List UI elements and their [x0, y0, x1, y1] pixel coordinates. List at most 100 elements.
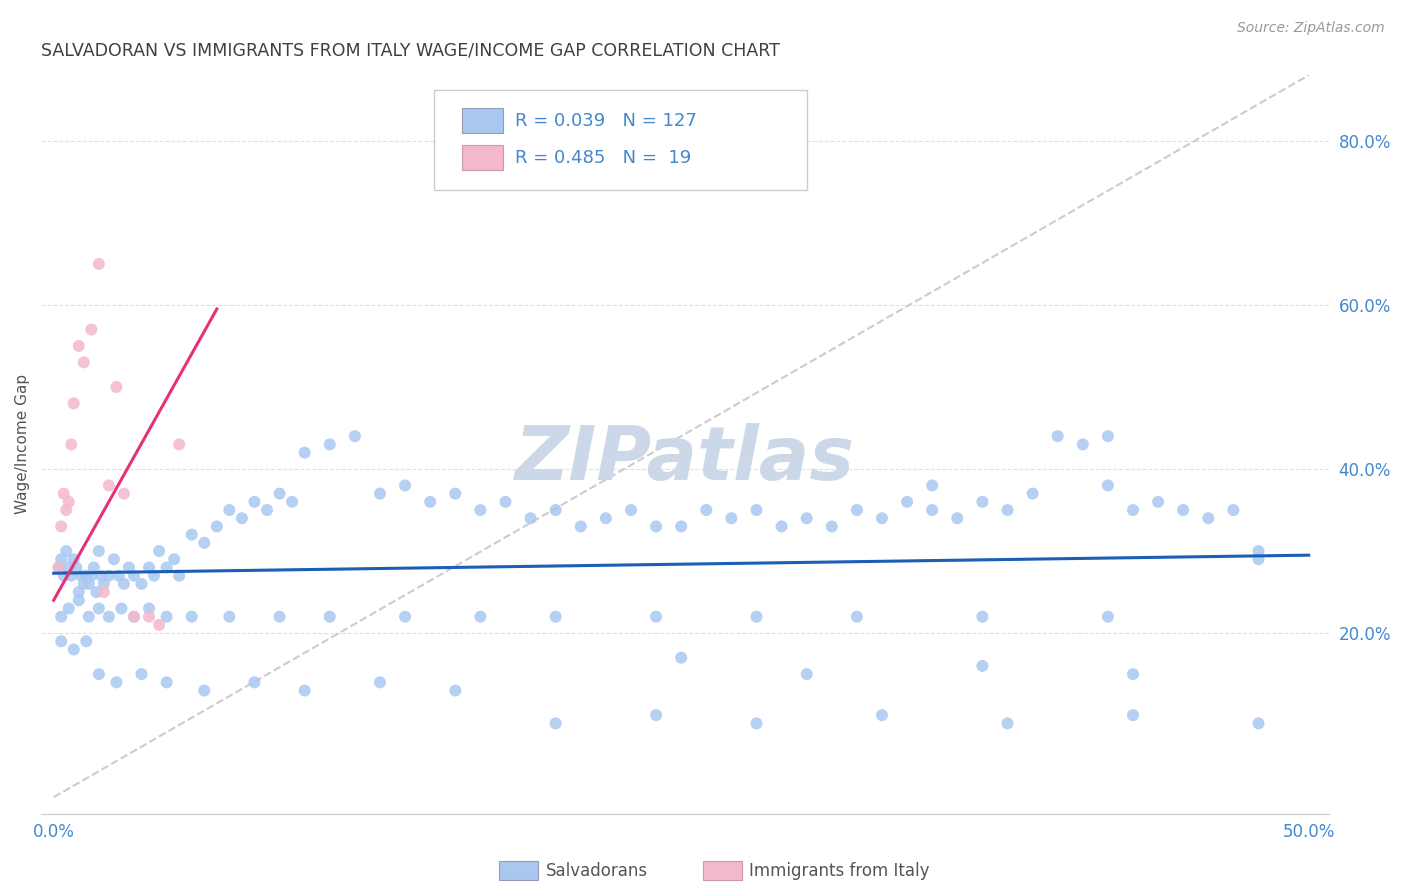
Point — [118, 560, 141, 574]
Point — [148, 618, 170, 632]
FancyBboxPatch shape — [434, 90, 807, 190]
Point — [97, 609, 120, 624]
Point — [122, 609, 145, 624]
Point — [1247, 552, 1270, 566]
Point — [845, 609, 868, 624]
Point — [972, 609, 994, 624]
Point — [720, 511, 742, 525]
Text: ZIPatlas: ZIPatlas — [515, 423, 855, 496]
Point — [131, 577, 153, 591]
Point — [167, 437, 190, 451]
Point — [444, 683, 467, 698]
Point — [148, 544, 170, 558]
Point — [48, 560, 70, 574]
Point — [1097, 609, 1119, 624]
Point — [972, 659, 994, 673]
Text: Source: ZipAtlas.com: Source: ZipAtlas.com — [1237, 21, 1385, 35]
Point — [58, 495, 80, 509]
Point — [97, 478, 120, 492]
Point — [896, 495, 918, 509]
Point — [620, 503, 643, 517]
Point — [368, 675, 391, 690]
Point — [65, 560, 87, 574]
Point — [281, 495, 304, 509]
Point — [51, 519, 73, 533]
Point — [745, 716, 768, 731]
Point — [70, 568, 93, 582]
Point — [921, 503, 943, 517]
Point — [52, 486, 75, 500]
Point — [75, 634, 97, 648]
Point — [138, 609, 160, 624]
Point — [60, 568, 83, 582]
Point — [519, 511, 541, 525]
Point — [1097, 429, 1119, 443]
Point — [55, 544, 77, 558]
Point — [544, 716, 567, 731]
Point — [669, 519, 692, 533]
Point — [419, 495, 441, 509]
Point — [294, 445, 316, 459]
Y-axis label: Wage/Income Gap: Wage/Income Gap — [15, 375, 30, 515]
Point — [845, 503, 868, 517]
Point — [394, 609, 416, 624]
Point — [77, 609, 100, 624]
Point — [58, 560, 80, 574]
Point — [870, 708, 893, 723]
Point — [167, 568, 190, 582]
Point — [105, 675, 128, 690]
Point — [231, 511, 253, 525]
Point — [73, 355, 96, 369]
Point — [58, 601, 80, 615]
Point — [695, 503, 717, 517]
Point — [796, 667, 818, 681]
Text: Immigrants from Italy: Immigrants from Italy — [749, 862, 929, 880]
Point — [444, 486, 467, 500]
Point — [319, 609, 342, 624]
Point — [193, 536, 215, 550]
Point — [745, 503, 768, 517]
Point — [156, 609, 179, 624]
Point — [1222, 503, 1244, 517]
Point — [205, 519, 228, 533]
Point — [946, 511, 969, 525]
Point — [156, 560, 179, 574]
Point — [821, 519, 844, 533]
Point — [770, 519, 793, 533]
Point — [62, 642, 84, 657]
Point — [1247, 716, 1270, 731]
Point — [1122, 708, 1144, 723]
Point — [495, 495, 517, 509]
Point — [269, 609, 291, 624]
Point — [62, 396, 84, 410]
Point — [1173, 503, 1195, 517]
Point — [105, 380, 128, 394]
Point — [75, 568, 97, 582]
Point — [1046, 429, 1069, 443]
Point — [110, 601, 132, 615]
Point — [256, 503, 278, 517]
Point — [80, 568, 103, 582]
Point — [112, 486, 135, 500]
Point — [67, 593, 90, 607]
Point — [972, 495, 994, 509]
Point — [645, 519, 668, 533]
Point — [243, 675, 266, 690]
Point — [67, 339, 90, 353]
Text: R = 0.485   N =  19: R = 0.485 N = 19 — [515, 149, 692, 167]
Point — [343, 429, 366, 443]
Point — [470, 503, 492, 517]
Point — [319, 437, 342, 451]
Point — [143, 568, 166, 582]
Point — [122, 609, 145, 624]
Point — [1097, 478, 1119, 492]
Point — [163, 552, 186, 566]
Point — [569, 519, 592, 533]
Point — [1197, 511, 1219, 525]
Point — [180, 609, 202, 624]
Point — [595, 511, 617, 525]
Point — [180, 527, 202, 541]
Point — [1122, 503, 1144, 517]
Point — [108, 568, 131, 582]
Point — [122, 568, 145, 582]
